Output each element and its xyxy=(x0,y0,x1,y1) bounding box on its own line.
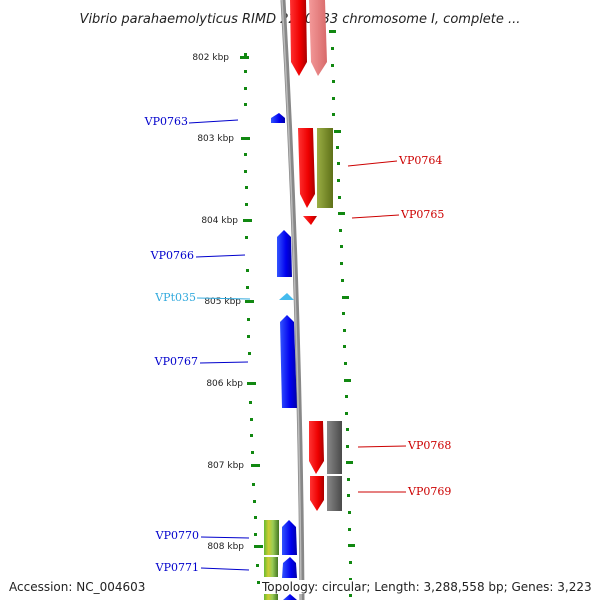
gene-label-vp0765[interactable]: VP0765 xyxy=(400,208,444,221)
gene-arrow-bottom xyxy=(283,594,297,600)
gene-arrow-vp0769[interactable] xyxy=(310,476,324,511)
gene-label-vp0771[interactable]: VP0771 xyxy=(155,561,199,574)
cog-block-vp0770 xyxy=(264,520,279,555)
tick-label-807kbp: 807 kbp xyxy=(207,461,244,471)
tick-label-803kbp: 803 kbp xyxy=(197,134,234,144)
genome-backbone xyxy=(280,0,305,600)
gene-arrow-vp0771[interactable] xyxy=(282,557,297,578)
gene-label-vp0769[interactable]: VP0769 xyxy=(407,485,451,498)
genome-backbone-highlight xyxy=(281,0,302,600)
cog-block-vp0764 xyxy=(317,128,333,208)
tick-label-802kbp: 802 kbp xyxy=(192,53,229,63)
cog-block-top-pink xyxy=(309,0,327,76)
gene-label-vp0770[interactable]: VP0770 xyxy=(155,529,199,542)
major-ticks xyxy=(240,56,263,548)
gene-arrow-vp0770[interactable] xyxy=(282,520,297,555)
label-leaders xyxy=(188,119,407,571)
gene-arrow-vp0763[interactable] xyxy=(271,113,285,123)
gene-label-vpt035[interactable]: VPt035 xyxy=(154,291,196,304)
outer-tick-track xyxy=(329,30,355,597)
gene-arrow-top-red xyxy=(290,0,307,76)
gene-label-vp0768[interactable]: VP0768 xyxy=(407,439,451,452)
gene-arrow-vp0764[interactable] xyxy=(298,128,315,208)
inner-tick-track xyxy=(244,53,260,584)
cog-block-vp0769 xyxy=(327,476,342,511)
gene-label-vp0763[interactable]: VP0763 xyxy=(144,115,188,128)
gene-arrow-vp0767[interactable] xyxy=(280,315,297,408)
cog-block-vp0768 xyxy=(327,421,342,474)
gene-arrow-vp0768[interactable] xyxy=(309,421,324,474)
tick-label-808kbp: 808 kbp xyxy=(207,542,244,552)
cog-block-vp0771 xyxy=(264,557,278,577)
tick-label-806kbp: 806 kbp xyxy=(206,379,243,389)
genome-summary-text: Topology: circular; Length: 3,288,558 bp… xyxy=(262,580,592,594)
accession-text: Accession: NC_004603 xyxy=(9,580,146,594)
gene-label-vp0766[interactable]: VP0766 xyxy=(150,249,194,262)
cog-block-bottom xyxy=(264,594,278,600)
gene-arrow-vp0765[interactable] xyxy=(303,216,317,225)
gene-arrow-vp0766[interactable] xyxy=(277,230,292,277)
tick-label-805kbp: 805 kbp xyxy=(204,297,241,307)
gene-label-vp0764[interactable]: VP0764 xyxy=(398,154,442,167)
gene-label-vp0767[interactable]: VP0767 xyxy=(154,355,198,368)
tick-label-804kbp: 804 kbp xyxy=(201,216,238,226)
gene-arrow-vpt035[interactable] xyxy=(279,293,294,300)
